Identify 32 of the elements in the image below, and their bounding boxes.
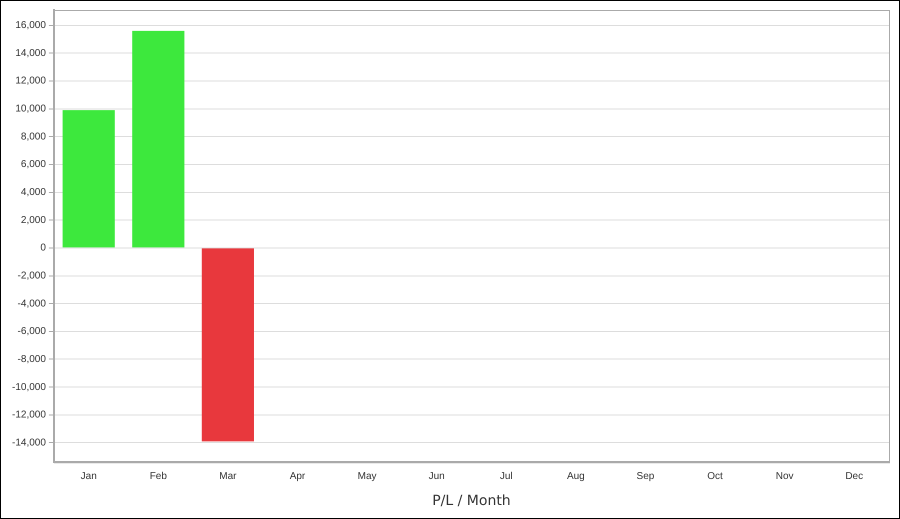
x-tick-label: Dec [845,470,864,482]
y-tick-label: -8,000 [18,354,46,365]
y-tick-label: 12,000 [15,76,46,87]
x-tick-label: Sep [636,470,655,482]
y-tick-label: -4,000 [18,298,46,310]
x-tick-label: Apr [290,470,306,482]
y-tick-label: 14,000 [15,48,46,59]
y-tick-label: 0 [40,242,46,254]
y-tick-label: -10,000 [12,382,46,393]
y-tick-label: 4,000 [20,187,46,198]
x-tick-label: Feb [150,470,168,482]
x-tick-label: Jun [428,470,445,482]
y-tick-label: 10,000 [15,104,46,115]
x-tick-label: Jan [80,470,97,482]
x-tick-label: Mar [219,470,238,482]
x-axis-title: P/L / Month [432,493,511,510]
x-tick-label: Nov [776,470,794,482]
y-tick-label: -6,000 [18,326,46,338]
y-tick-label: 16,000 [15,20,46,32]
bar [62,110,115,248]
y-tick-label: 6,000 [20,159,46,170]
bar [202,248,254,442]
x-tick-label: Jul [500,470,513,482]
y-tick-label: -12,000 [12,410,46,421]
y-tick-label: 8,000 [20,131,46,142]
x-tick-label: Aug [566,470,585,482]
x-tick-label: May [358,470,377,482]
bar [132,30,184,248]
x-tick-label: Oct [707,470,724,482]
y-tick-label: -2,000 [18,270,46,282]
y-tick-label: -14,000 [12,437,46,448]
y-tick-label: 2,000 [20,214,46,226]
